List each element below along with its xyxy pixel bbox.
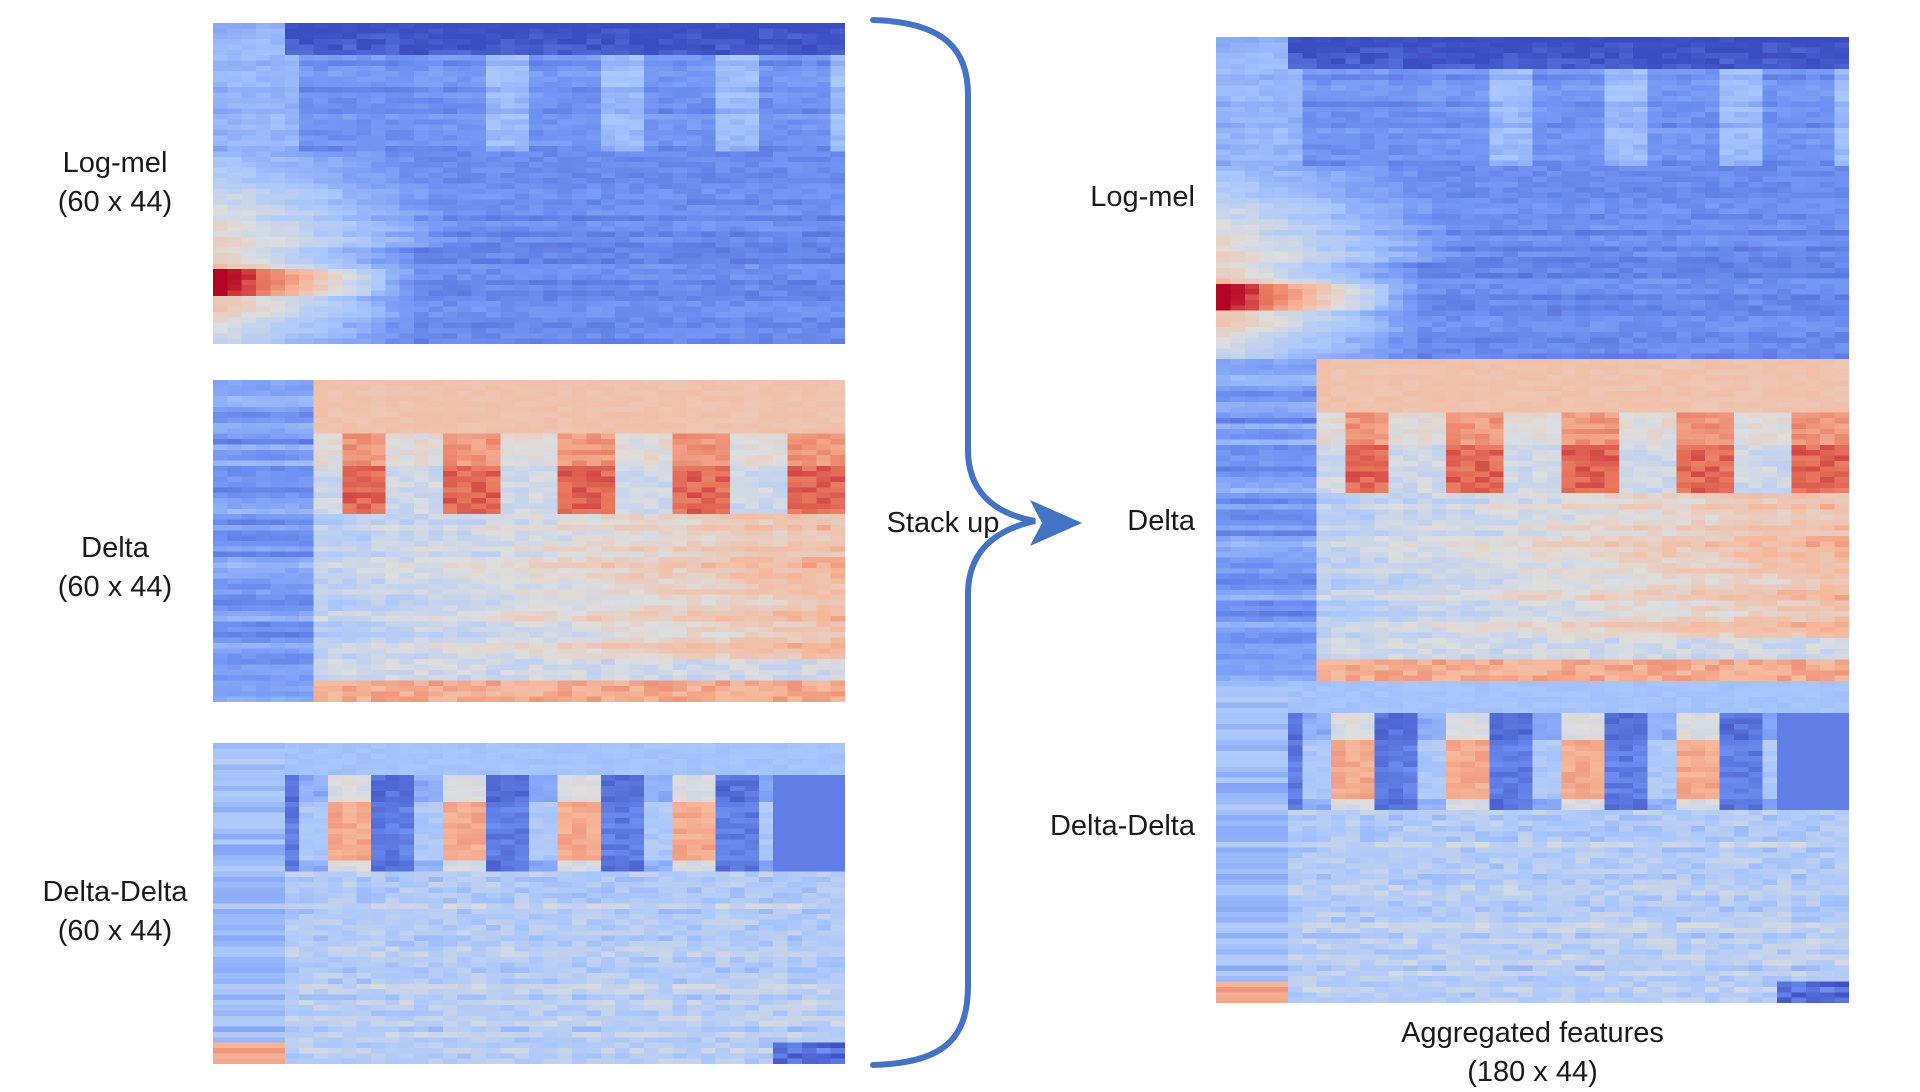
logmel-dims: (60 x 44) <box>57 186 173 218</box>
logmel-heatmap <box>213 23 845 344</box>
delta-name: Delta <box>81 532 149 564</box>
aggregated-heatmap <box>1216 37 1849 1003</box>
delta-dims: (60 x 44) <box>57 571 173 603</box>
delta-label: Delta (60 x 44) <box>30 529 200 607</box>
logmel-name: Log-mel <box>62 147 168 179</box>
aggregated-logmel-label: Log-mel <box>1090 181 1195 213</box>
stack-up-label: Stack up <box>886 507 1000 539</box>
aggregated-delta-delta-label: Delta-Delta <box>1049 810 1195 842</box>
delta-heatmap <box>213 380 845 702</box>
delta-delta-heatmap <box>213 743 845 1064</box>
delta-delta-dims: (60 x 44) <box>57 915 173 947</box>
aggregated-dims: (180 x 44) <box>1467 1056 1598 1088</box>
logmel-label: Log-mel (60 x 44) <box>30 144 200 222</box>
aggregated-caption: Aggregated features (180 x 44) <box>1360 1014 1705 1092</box>
aggregated-delta-label: Delta <box>1127 505 1195 537</box>
delta-delta-label: Delta-Delta (60 x 44) <box>20 873 210 951</box>
aggregated-title: Aggregated features <box>1401 1017 1664 1049</box>
delta-delta-name: Delta-Delta <box>42 876 188 908</box>
